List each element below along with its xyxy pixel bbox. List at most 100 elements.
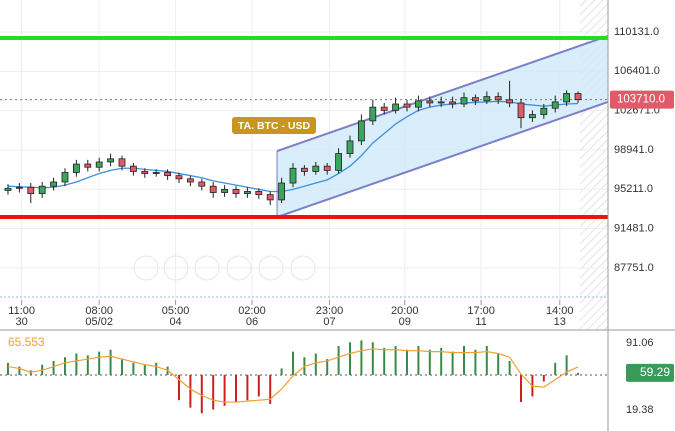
y-tick-label: 87751.0 <box>614 262 654 274</box>
y-tick-label: 91481.0 <box>614 222 654 234</box>
osc-bar <box>451 351 454 375</box>
candle-body <box>141 171 149 174</box>
x-tick-date: 30 <box>16 316 28 328</box>
osc-bar <box>508 360 511 375</box>
osc-bar <box>109 349 112 375</box>
annotation-box <box>232 117 316 134</box>
price-tag-label: 103710.0 <box>617 94 665 106</box>
osc-bar <box>63 357 66 375</box>
osc-bar <box>314 353 317 375</box>
candle-body <box>278 182 285 201</box>
osc-bar <box>234 374 237 403</box>
nav-button[interactable] <box>258 255 284 281</box>
osc-tag <box>626 363 674 382</box>
moving-average <box>7 100 579 193</box>
osc-bar <box>406 349 409 375</box>
nav-button[interactable] <box>226 255 252 281</box>
x-tick-date: 04 <box>169 316 181 328</box>
candle-body <box>460 97 468 105</box>
osc-bar <box>565 355 568 375</box>
x-tick-label: 14:00 <box>546 305 574 317</box>
candle-body <box>437 101 445 104</box>
candle-body <box>449 101 457 105</box>
candle-body <box>483 96 491 102</box>
nav-button[interactable] <box>133 255 159 281</box>
osc-bar <box>326 359 329 375</box>
osc-bar <box>212 374 215 410</box>
candle-body <box>118 158 126 167</box>
osc-bar <box>440 347 443 375</box>
osc-bar <box>177 374 180 401</box>
x-tick-label: 05:00 <box>162 305 190 317</box>
x-tick-label: 20:00 <box>391 305 419 317</box>
osc-bar <box>6 362 9 375</box>
candle-body <box>266 194 274 201</box>
candle-body <box>369 106 377 122</box>
nav-button[interactable] <box>163 255 189 281</box>
candle-body <box>221 188 228 193</box>
osc-bar <box>485 346 488 375</box>
x-tick-label: 23:00 <box>316 305 344 317</box>
candle-body <box>255 191 263 196</box>
x-tick-label: 17:00 <box>467 305 495 317</box>
osc-bar <box>371 342 374 375</box>
y-tick-label: 98941.0 <box>614 144 654 156</box>
signal-value: 65.553 <box>8 335 45 349</box>
osc-bar <box>200 374 203 414</box>
candle-body <box>358 120 365 142</box>
candle-body <box>551 101 559 109</box>
osc-bar <box>360 340 363 375</box>
navigation[interactable] <box>133 255 316 281</box>
osc-bar <box>143 364 146 375</box>
y-tick-label: 110131.0 <box>614 26 659 38</box>
osc-bar <box>18 366 21 375</box>
osc-bar <box>474 349 477 375</box>
x-tick-date: 09 <box>399 316 411 328</box>
candle-body <box>198 181 206 187</box>
candle-body <box>209 185 217 193</box>
osc-bar <box>52 360 55 375</box>
osc-bar <box>349 342 352 375</box>
osc-bar <box>132 362 135 375</box>
osc-bar <box>554 362 557 375</box>
osc-bar <box>223 374 226 406</box>
candle-body <box>540 107 548 115</box>
annotation: TA. BTC - USD <box>238 120 311 132</box>
osc-tick-label: 19.38 <box>626 404 654 416</box>
osc-bar <box>120 359 123 375</box>
candle-body <box>323 165 331 171</box>
candle-body <box>529 114 536 119</box>
osc-bar <box>497 353 500 375</box>
osc-bar <box>428 349 431 375</box>
osc-bar <box>463 346 466 375</box>
candle-body <box>494 96 502 101</box>
x-tick-date: 06 <box>246 316 258 328</box>
candle-body <box>186 178 194 183</box>
nav-button[interactable] <box>194 255 220 281</box>
osc-bar <box>86 355 89 375</box>
channel-line <box>276 101 608 218</box>
candle-body <box>289 167 297 184</box>
candle-body <box>38 185 46 194</box>
candle-body <box>72 163 80 173</box>
x-tick-date: 05/02 <box>85 316 113 328</box>
channel-line <box>276 35 608 152</box>
price-tag <box>610 90 674 109</box>
candle-body <box>506 99 514 104</box>
candle-body <box>517 102 525 119</box>
x-tick-date: 13 <box>554 316 566 328</box>
osc-bar <box>280 368 283 375</box>
nav-button[interactable] <box>290 255 316 281</box>
osc-bar <box>246 374 249 401</box>
candle-body <box>15 186 23 189</box>
osc-bar <box>269 374 272 404</box>
candle-body <box>380 106 388 111</box>
signal-line <box>7 348 579 403</box>
candle-body <box>312 165 320 172</box>
osc-bar <box>577 372 580 375</box>
x-tick-label: 02:00 <box>238 305 266 317</box>
candle-body <box>50 181 57 187</box>
candle-body <box>243 191 251 194</box>
candle-body <box>4 187 12 191</box>
osc-bar <box>417 346 420 375</box>
